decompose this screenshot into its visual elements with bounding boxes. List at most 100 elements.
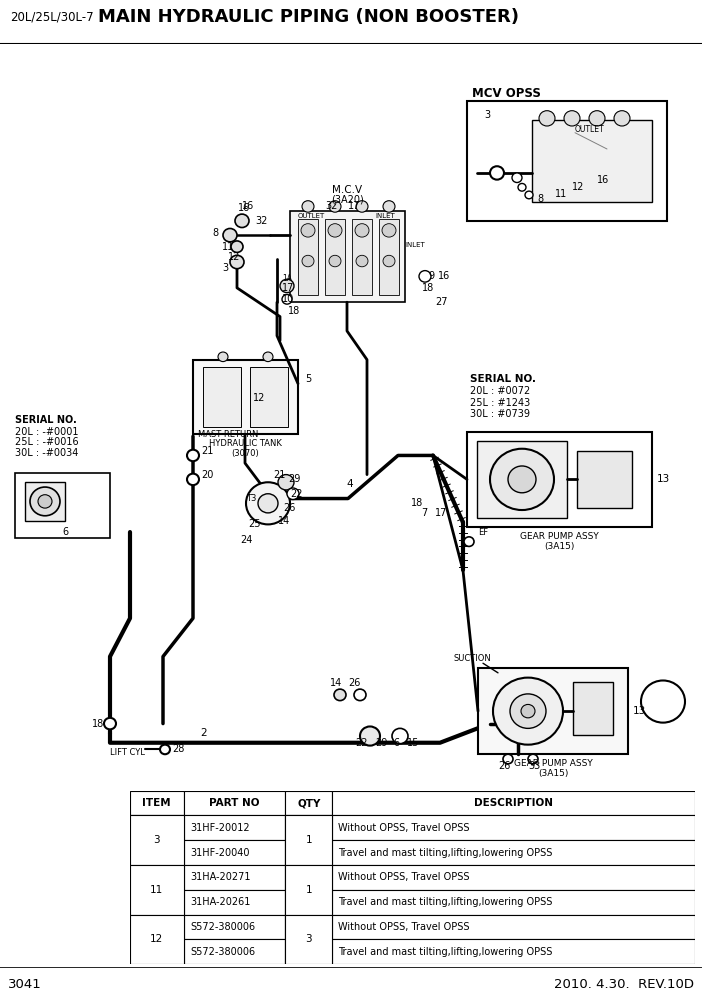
Text: 31HF-20040: 31HF-20040 <box>190 847 250 858</box>
Text: 22: 22 <box>290 489 303 499</box>
Text: MAIN HYDRAULIC PIPING (NON BOOSTER): MAIN HYDRAULIC PIPING (NON BOOSTER) <box>98 9 519 27</box>
Text: 2010. 4.30.  REV.10D: 2010. 4.30. REV.10D <box>554 978 694 991</box>
Circle shape <box>30 487 60 516</box>
Text: 11: 11 <box>222 242 234 252</box>
Circle shape <box>287 488 299 500</box>
Circle shape <box>419 271 431 282</box>
Text: 1: 1 <box>305 885 312 895</box>
Text: 14: 14 <box>278 516 290 526</box>
Circle shape <box>525 191 533 198</box>
Bar <box>183 890 285 915</box>
Bar <box>285 865 332 890</box>
Text: 13: 13 <box>657 474 670 484</box>
Text: 22: 22 <box>355 738 368 748</box>
Text: GEAR PUMP ASSY: GEAR PUMP ASSY <box>520 533 599 542</box>
Circle shape <box>360 726 380 746</box>
Text: Travel and mast tilting,lifting,lowering OPSS: Travel and mast tilting,lifting,lowering… <box>338 847 552 858</box>
Text: INLET: INLET <box>405 242 425 248</box>
Text: 28: 28 <box>172 744 185 755</box>
Text: Without OPSS, Travel OPSS: Without OPSS, Travel OPSS <box>338 822 470 833</box>
Text: (3070): (3070) <box>232 449 259 458</box>
Text: M.C.V: M.C.V <box>333 186 362 195</box>
Circle shape <box>528 754 538 764</box>
Text: 12: 12 <box>572 183 584 192</box>
Circle shape <box>490 167 504 180</box>
Circle shape <box>329 255 341 267</box>
Text: 25L : -#0016: 25L : -#0016 <box>15 437 79 447</box>
Text: 32: 32 <box>255 216 267 226</box>
Circle shape <box>38 495 52 508</box>
Bar <box>130 840 183 865</box>
Bar <box>352 219 372 295</box>
Text: 24: 24 <box>240 535 253 545</box>
Bar <box>285 890 332 915</box>
Bar <box>203 367 241 427</box>
Text: 29: 29 <box>288 474 300 484</box>
Circle shape <box>328 223 342 237</box>
Bar <box>285 915 332 964</box>
Text: 6: 6 <box>393 738 399 748</box>
Bar <box>332 890 695 915</box>
Bar <box>285 791 332 815</box>
Bar <box>130 865 183 890</box>
Bar <box>325 219 345 295</box>
Circle shape <box>230 255 244 269</box>
Circle shape <box>231 241 243 252</box>
Bar <box>285 815 332 865</box>
Bar <box>183 865 285 890</box>
Text: INLET: INLET <box>375 213 395 219</box>
Text: 29: 29 <box>375 738 388 748</box>
Bar <box>573 682 613 735</box>
Bar <box>193 360 298 434</box>
Bar <box>298 219 318 295</box>
Text: SERIAL NO.: SERIAL NO. <box>470 374 536 384</box>
Text: 25: 25 <box>248 520 260 530</box>
Text: 12: 12 <box>228 252 240 262</box>
Text: 1: 1 <box>305 835 312 845</box>
Bar <box>285 815 332 840</box>
Text: Travel and mast tilting,lifting,lowering OPSS: Travel and mast tilting,lifting,lowering… <box>338 897 552 908</box>
Bar <box>130 791 183 815</box>
Text: 26: 26 <box>283 503 296 513</box>
Bar <box>183 939 285 964</box>
Text: (3A15): (3A15) <box>544 542 575 551</box>
Bar <box>15 472 110 538</box>
Bar <box>183 815 285 840</box>
Text: 12: 12 <box>150 934 164 944</box>
Text: 21: 21 <box>273 469 286 479</box>
Circle shape <box>223 228 237 242</box>
Text: HYDRAULIC TANK: HYDRAULIC TANK <box>209 439 282 448</box>
Bar <box>183 791 285 815</box>
Bar <box>130 915 183 964</box>
Text: 30L : -#0034: 30L : -#0034 <box>15 447 79 457</box>
Text: 8: 8 <box>212 228 218 238</box>
Bar <box>130 915 183 939</box>
Bar <box>478 668 628 754</box>
Text: OUTLET: OUTLET <box>298 213 325 219</box>
Text: 14: 14 <box>330 679 343 688</box>
Text: 20: 20 <box>201 469 213 479</box>
Bar <box>332 939 695 964</box>
Circle shape <box>503 754 513 764</box>
Circle shape <box>302 200 314 212</box>
Text: 25L : #1243: 25L : #1243 <box>470 398 530 408</box>
Text: 6: 6 <box>62 527 68 537</box>
Bar <box>332 791 695 815</box>
Text: 5: 5 <box>305 374 311 384</box>
Circle shape <box>263 352 273 362</box>
Circle shape <box>383 255 395 267</box>
Text: 17: 17 <box>435 508 447 518</box>
Text: SERIAL NO.: SERIAL NO. <box>15 415 77 425</box>
Circle shape <box>356 200 368 212</box>
Bar <box>467 101 667 221</box>
Text: 18: 18 <box>411 498 423 508</box>
Text: 17: 17 <box>348 201 360 211</box>
Text: 31HF-20012: 31HF-20012 <box>190 822 250 833</box>
Text: 3: 3 <box>484 110 490 120</box>
Bar <box>250 367 288 427</box>
Text: OUTLET: OUTLET <box>575 125 604 134</box>
Circle shape <box>258 494 278 513</box>
Circle shape <box>301 223 315 237</box>
Circle shape <box>589 111 605 126</box>
Bar <box>130 815 183 840</box>
